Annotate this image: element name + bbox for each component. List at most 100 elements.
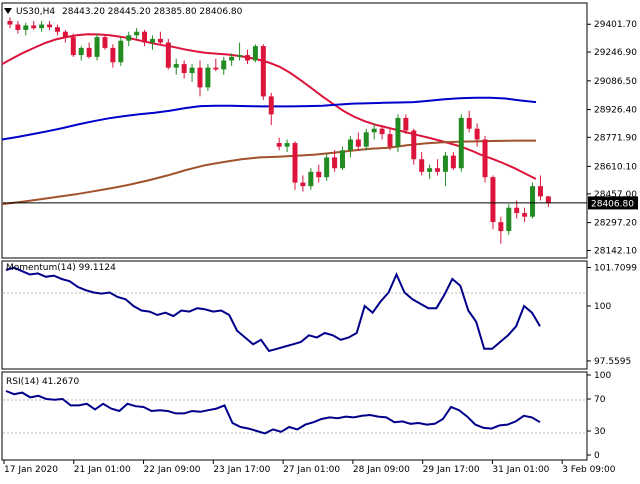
candle-body <box>332 157 338 169</box>
rsi-axis: 100 70 30 0 <box>587 371 611 461</box>
time-tick-label: 21 Jan 01:00 <box>74 465 131 475</box>
time-tick-label: 17 Jan 2020 <box>4 465 58 475</box>
candle-body <box>292 143 298 183</box>
price-tick-label: 28457.00 <box>594 190 637 200</box>
candle-body <box>347 139 353 151</box>
price-tick-label: 28142.10 <box>594 246 637 256</box>
rsi-series <box>5 390 541 435</box>
candle-body <box>379 128 385 135</box>
oscillator-line <box>5 266 541 353</box>
oscillator-tick-label: 101.7099 <box>594 264 637 274</box>
candle-body <box>165 42 171 68</box>
candle-body <box>506 207 512 232</box>
candle-body <box>450 155 456 169</box>
momentum-series <box>5 266 541 353</box>
momentum-pane[interactable] <box>1 260 588 370</box>
candle-body <box>537 186 543 197</box>
candle-body <box>387 134 393 147</box>
candle-body <box>47 24 53 28</box>
candle-body <box>189 67 195 74</box>
candle-body <box>213 67 219 70</box>
symbol-timeframe: US30,H4 <box>16 7 55 17</box>
time-tick-label: 31 Jan 01:00 <box>492 465 549 475</box>
candle-body <box>395 117 401 147</box>
candle-body <box>31 25 37 29</box>
candle-body <box>173 64 179 68</box>
current-price-tag <box>588 196 638 210</box>
candle-body <box>197 67 203 88</box>
time-axis: 17 Jan 2020 21 Jan 01:00 22 Jan 09:00 23 Ja… <box>3 460 616 475</box>
candle-body <box>355 139 361 147</box>
price-tick-label: 29401.70 <box>594 20 637 30</box>
candle-body <box>458 117 464 169</box>
candle-body <box>142 31 148 43</box>
candle-body <box>39 24 45 29</box>
oscillator-tick-label: 100 <box>594 371 611 381</box>
candle-body <box>474 128 480 140</box>
candle-body <box>244 55 250 61</box>
rsi-title: RSI(14) 41.2670 <box>6 377 79 387</box>
oscillator-tick-label: 30 <box>594 427 606 437</box>
price-tick-label: 28926.40 <box>594 106 637 116</box>
candle-body <box>340 150 346 169</box>
oscillator-tick-label: 0 <box>594 451 600 461</box>
candle-body <box>435 168 441 172</box>
candle-body <box>94 37 100 57</box>
candle-body <box>229 56 235 61</box>
candle-body <box>324 157 330 178</box>
candle-body <box>466 117 472 129</box>
current-price-label: 28406.80 <box>591 199 634 209</box>
candle-body <box>419 159 425 172</box>
price-axis: 29401.70 29246.90 29086.50 28926.40 28771.90… <box>594 20 637 256</box>
candle-body <box>498 222 504 232</box>
time-tick-label: 22 Jan 09:00 <box>144 465 201 475</box>
triangle-down-icon[interactable] <box>4 8 12 14</box>
candle-body <box>308 171 314 187</box>
time-tick-label: 29 Jan 17:00 <box>423 465 480 475</box>
candle-body <box>110 47 116 63</box>
candle-body <box>490 177 496 223</box>
candle-body <box>118 40 124 63</box>
oscillator-tick-label: 100 <box>594 302 611 312</box>
candle-body <box>522 213 528 217</box>
candlestick-series <box>7 17 551 244</box>
candle-body <box>86 47 92 57</box>
candle-body <box>252 46 258 61</box>
candle-body <box>157 38 163 43</box>
candle-body <box>442 155 448 172</box>
candle-body <box>102 37 108 48</box>
time-tick-label: 23 Jan 17:00 <box>213 465 270 475</box>
time-tick-label: 27 Jan 01:00 <box>283 465 340 475</box>
rsi-pane[interactable] <box>1 371 588 461</box>
candle-body <box>62 31 68 38</box>
candle-body <box>126 35 132 41</box>
candle-body <box>23 25 29 30</box>
candle-body <box>363 132 369 147</box>
candle-body <box>371 128 377 133</box>
candle-body <box>427 168 433 172</box>
candle-body <box>78 47 84 56</box>
candle-body <box>403 117 409 131</box>
candle-body <box>300 182 306 187</box>
price-tick-label: 28771.90 <box>594 133 637 143</box>
candle-body <box>268 96 274 115</box>
candle-body <box>54 27 60 32</box>
oscillator-tick-label: 97.5595 <box>594 357 631 367</box>
time-tick-label: 3 Feb 09:00 <box>562 465 616 475</box>
ohlc-readout: 28443.20 28445.20 28385.80 28406.80 <box>62 7 243 17</box>
price-grid <box>587 23 591 251</box>
candle-body <box>205 67 211 88</box>
candle-body <box>316 171 322 178</box>
candle-body <box>181 64 187 74</box>
price-pane[interactable] <box>1 2 588 259</box>
oscillator-line <box>5 390 541 435</box>
candle-body <box>221 60 227 70</box>
oscillator-tick-label: 70 <box>594 395 606 405</box>
candle-body <box>276 143 282 147</box>
candle-body <box>514 207 520 214</box>
candle-body <box>134 31 140 36</box>
price-tick-label: 28297.20 <box>594 219 637 229</box>
candle-body <box>260 46 266 97</box>
candle-body <box>70 37 76 56</box>
